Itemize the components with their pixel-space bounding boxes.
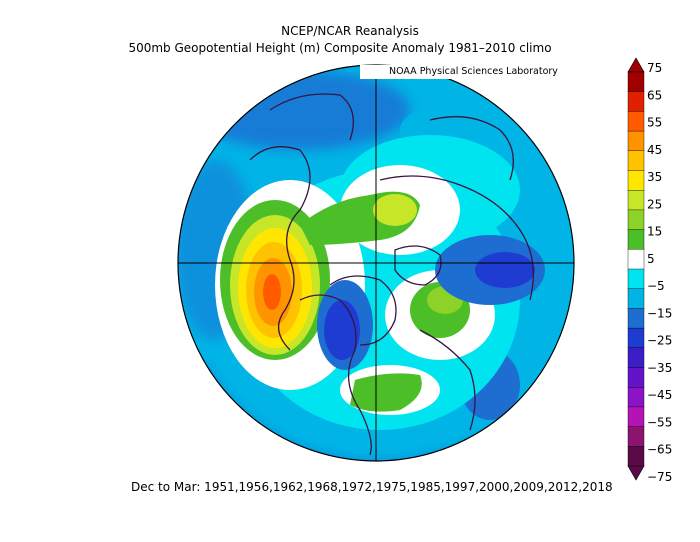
colorbar-tick-label: −15 bbox=[647, 306, 672, 320]
colorbar-tick-label: 5 bbox=[647, 252, 655, 266]
colorbar-tick-label: 35 bbox=[647, 170, 662, 184]
colorbar-tick-label: 65 bbox=[647, 88, 662, 102]
colorbar-segment bbox=[627, 406, 645, 428]
colorbar-arrow-bottom bbox=[627, 465, 645, 481]
colorbar-segment bbox=[627, 367, 645, 388]
colorbar-tick-label: 55 bbox=[647, 116, 662, 130]
colorbar-segment bbox=[627, 268, 645, 290]
colorbar-segment bbox=[627, 91, 645, 112]
colorbar: 75 65 55 45 35 25 15 5 −5 −15 −25 −35 −45 −55 −65 −75 bbox=[627, 57, 672, 484]
date-range-caption: Dec to Mar: 1951,1956,1962,1968,1972,197… bbox=[131, 480, 613, 494]
credit-label: NOAA Physical Sciences Laboratory bbox=[360, 65, 572, 79]
colorbar-segment bbox=[627, 130, 645, 152]
colorbar-segment bbox=[627, 229, 645, 250]
anomaly-field bbox=[178, 65, 574, 461]
colorbar-segment bbox=[627, 71, 645, 93]
colorbar-segment bbox=[627, 189, 645, 211]
colorbar-tick-label: −5 bbox=[647, 279, 665, 293]
colorbar-tick-label: −75 bbox=[647, 470, 672, 484]
colorbar-segment bbox=[627, 209, 645, 231]
colorbar-tick-label: −35 bbox=[647, 361, 672, 375]
colorbar-segment bbox=[627, 327, 645, 349]
colorbar-tick-label: 45 bbox=[647, 143, 662, 157]
colorbar-tick-label: −45 bbox=[647, 388, 672, 402]
colorbar-segment bbox=[627, 170, 645, 191]
colorbar-tick-label: −55 bbox=[647, 415, 672, 429]
colorbar-tick-label: −25 bbox=[647, 334, 672, 348]
colorbar-segment bbox=[627, 426, 645, 447]
colorbar-segment bbox=[627, 347, 645, 368]
colorbar-segment bbox=[627, 446, 645, 467]
colorbar-segment bbox=[627, 111, 645, 132]
colorbar-segment bbox=[627, 387, 645, 408]
chart-title: NCEP/NCAR Reanalysis bbox=[281, 24, 419, 38]
colorbar-tick-label: 25 bbox=[647, 197, 662, 211]
colorbar-tick-label: −65 bbox=[647, 443, 672, 457]
colorbar-segment bbox=[627, 308, 645, 329]
colorbar-arrow-top bbox=[627, 57, 645, 73]
colorbar-segment bbox=[627, 249, 645, 270]
colorbar-segment bbox=[627, 288, 645, 309]
colorbar-tick-label: 75 bbox=[647, 61, 662, 75]
colorbar-tick-label: 15 bbox=[647, 225, 662, 239]
colorbar-segment bbox=[627, 150, 645, 172]
chart-subtitle: 500mb Geopotential Height (m) Composite … bbox=[128, 41, 552, 55]
